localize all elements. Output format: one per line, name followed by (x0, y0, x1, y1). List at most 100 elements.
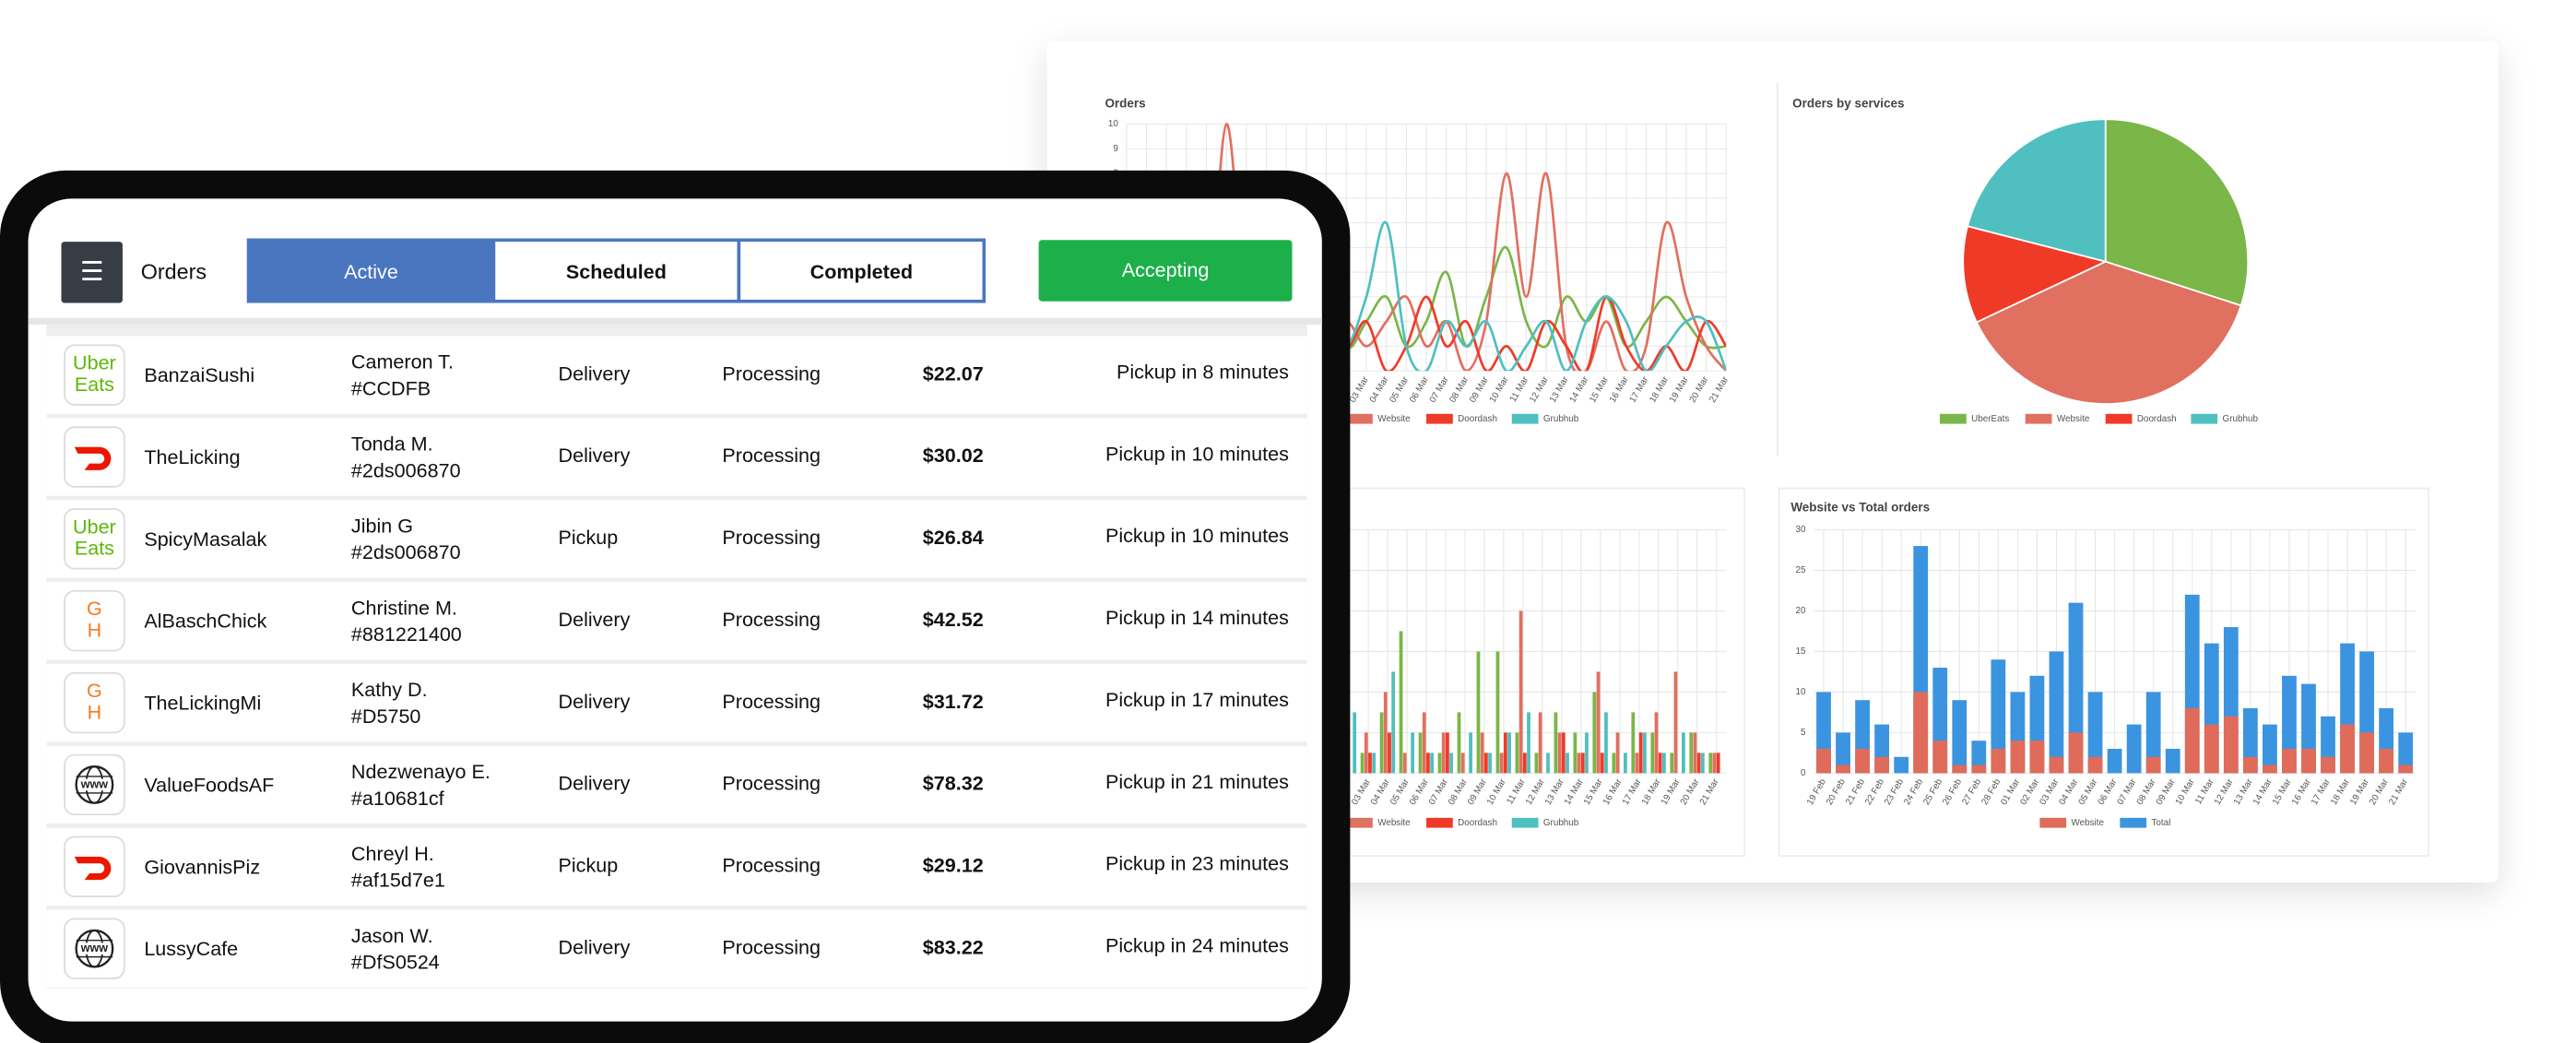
order-id: #2ds006870 (351, 458, 461, 481)
bar (1430, 753, 1435, 774)
bar (1522, 753, 1527, 774)
bar (1681, 732, 1685, 774)
legend-swatch (1346, 413, 1373, 424)
bar (1673, 671, 1678, 774)
legend-label: Website (2072, 818, 2105, 828)
bar (2126, 724, 2142, 774)
bar (2184, 708, 2200, 774)
tab[interactable] (246, 238, 496, 303)
customer: Chreyl H. (351, 842, 434, 865)
header-shadow (28, 317, 1322, 325)
bar (2359, 732, 2375, 774)
order-row[interactable]: TheLicking Tonda M.#2ds006870 Delivery Proc… (46, 418, 1307, 496)
logo-text: www (80, 777, 109, 790)
bar (1546, 753, 1550, 774)
tab-label: Completed (810, 260, 913, 283)
bar (1411, 732, 1415, 774)
pickup-eta: Pickup in 21 minutes (1105, 770, 1289, 793)
order-row[interactable]: GiovannisPiz Chreyl H. #af15d7e1 Pickup Proc… (46, 827, 1307, 906)
order-price: $83.22 (923, 935, 984, 958)
order-row[interactable]: www ValueFoodsAF Ndezwenayo E. #a10681cf Del… (46, 745, 1307, 824)
order-row[interactable]: GH TheLickingMi Kathy D. #D5750 Delivery Proc… (46, 663, 1307, 742)
bar (1437, 753, 1442, 774)
order-type: Delivery (559, 444, 631, 467)
legend-swatch (1346, 817, 1373, 828)
order-row[interactable]: UberEats SpicyMasalak Jibin G #2ds006870 Pic… (46, 500, 1307, 578)
order-row[interactable]: GH AlBaschChick Christine M. #881221400 Deli… (46, 582, 1307, 660)
bar (1654, 712, 1659, 774)
bar (1399, 631, 1403, 774)
pie-slice (1975, 260, 2242, 405)
status-button[interactable] (1038, 240, 1293, 302)
legend-label: Doordash (1458, 414, 1497, 424)
y-tick-label: 5 (1801, 728, 1806, 738)
legend-swatch (1511, 817, 1539, 828)
bar (1441, 732, 1446, 774)
tab[interactable] (737, 238, 987, 303)
bar (2049, 651, 2064, 774)
legend-swatch (1511, 413, 1539, 424)
order-price: $22.07 (923, 361, 984, 385)
bar (1604, 712, 1608, 774)
bar (1422, 712, 1426, 774)
logo-text: Eats (75, 537, 114, 560)
bar (2204, 724, 2219, 774)
order-price: $42.52 (923, 608, 984, 631)
restaurant: AlBaschChick (144, 610, 266, 633)
order-type: Delivery (559, 690, 631, 713)
bar (1469, 732, 1472, 774)
pie-slice (2104, 118, 2250, 307)
bar (1650, 732, 1655, 774)
order-row[interactable]: www LussyCafe Jason W. #DfS0524 Delivery Proc… (46, 909, 1307, 988)
bar (1585, 732, 1589, 774)
menu-button[interactable] (61, 242, 123, 303)
bar (1391, 671, 1396, 774)
bar (1712, 753, 1717, 774)
tab-label: Scheduled (566, 260, 667, 283)
bar (1596, 671, 1601, 774)
bar (1480, 732, 1484, 774)
y-tick-label: 25 (1796, 565, 1806, 575)
status-button-label: Accepting (1122, 258, 1210, 281)
order-id: #a10681cf (351, 787, 445, 810)
bar (1518, 610, 1523, 774)
bar (1952, 700, 1967, 774)
legend-label: Website (2057, 414, 2090, 424)
bar (1483, 753, 1488, 774)
bar (1670, 753, 1674, 774)
logo-box (64, 508, 125, 570)
row-background (46, 336, 1307, 414)
order-status: Processing (722, 935, 821, 958)
logo-box (64, 426, 125, 488)
bar (2242, 756, 2258, 774)
tabs: Active Scheduled Completed (246, 238, 987, 303)
legend-label: Total (2151, 818, 2170, 828)
bar (2165, 748, 2180, 774)
legend-swatch (1426, 817, 1453, 828)
pickup-eta: Pickup in 17 minutes (1105, 688, 1289, 711)
bar (1932, 741, 1948, 774)
pickup-eta: Pickup in 24 minutes (1105, 934, 1289, 957)
customer: Tonda M. (351, 433, 433, 456)
logo-text: G (87, 597, 102, 620)
bar (1360, 753, 1365, 774)
bar (1874, 756, 1890, 774)
bar (2321, 756, 2335, 774)
legend-label: Website (1377, 818, 1411, 828)
bar (2049, 756, 2064, 774)
y-tick-label: 0 (1801, 768, 1806, 778)
row-background (46, 582, 1307, 660)
y-tick-label: 10 (1108, 119, 1118, 129)
order-status: Processing (722, 608, 821, 631)
customer: Jibin G (351, 514, 413, 537)
logo-box (64, 671, 125, 734)
bar (1600, 753, 1604, 774)
order-row[interactable]: UberEats BanzaiSushi Cameron T. #CCDFB Deliv… (46, 336, 1307, 414)
order-price: $29.12 (923, 854, 984, 877)
customer: Christine M. (351, 596, 457, 619)
customer: Jason W. (351, 924, 433, 947)
bar (1991, 748, 2006, 774)
bar (1689, 732, 1694, 774)
